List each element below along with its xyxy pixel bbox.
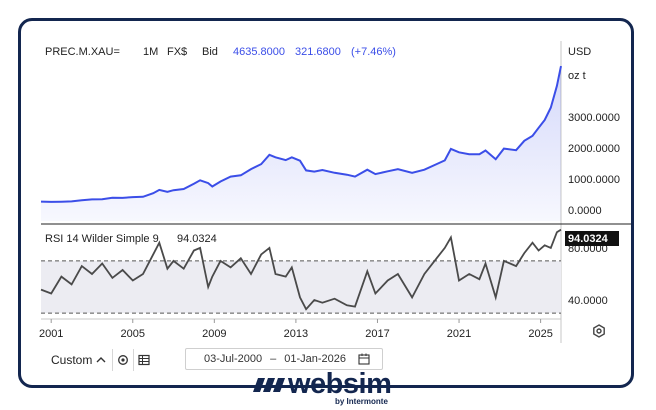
chart-svg[interactable]: PREC.M.XAU= 1M FX$ Bid 4635.8000 321.680… xyxy=(21,21,631,385)
x-tick-label: 2021 xyxy=(447,328,471,340)
rsi-pane xyxy=(40,228,562,314)
x-tick-label: 2001 xyxy=(39,328,63,340)
interval-label: 1M xyxy=(143,46,158,58)
price-tick-label: 3000.0000 xyxy=(568,112,620,124)
change-pct-label: (+7.46%) xyxy=(351,46,396,58)
table-icon xyxy=(138,354,150,366)
start-date[interactable]: 03-Jul-2000 xyxy=(204,353,263,365)
price-pane xyxy=(40,65,562,221)
currency-label: USD xyxy=(568,46,591,58)
custom-range-button[interactable]: Custom xyxy=(45,349,112,371)
price-y-ticks: 0.0000 1000.0000 2000.0000 3000.0000 xyxy=(568,112,620,217)
date-separator: – xyxy=(270,353,277,365)
chart-settings-button[interactable] xyxy=(112,349,133,371)
price-tick-label: 2000.0000 xyxy=(568,143,620,155)
date-range-picker[interactable]: 03-Jul-2000 – 01-Jan-2026 xyxy=(185,348,383,370)
price-line xyxy=(40,65,562,203)
calendar-icon[interactable] xyxy=(358,353,370,365)
rsi-last-badge-bg xyxy=(565,231,619,246)
chevron-up-icon xyxy=(96,357,106,363)
table-view-button[interactable] xyxy=(133,349,154,371)
quote-type-label: Bid xyxy=(202,46,218,58)
rsi-title: RSI 14 Wilder Simple 9 xyxy=(45,233,159,245)
chart-widget: PREC.M.XAU= 1M FX$ Bid 4635.8000 321.680… xyxy=(18,18,634,388)
unit-label: oz t xyxy=(568,70,586,82)
rsi-last-badge-text: 94.0324 xyxy=(568,233,609,245)
brand-name: websim xyxy=(288,368,392,400)
x-tick-label: 2013 xyxy=(284,328,308,340)
end-date[interactable]: 01-Jan-2026 xyxy=(284,353,346,365)
gear-icon xyxy=(118,355,129,365)
brand-tagline: by Intermonte xyxy=(335,397,388,406)
price-tick-label: 1000.0000 xyxy=(568,174,620,186)
change-label: 321.6800 xyxy=(295,46,341,58)
custom-range-label: Custom xyxy=(51,353,93,367)
settings-icon[interactable] xyxy=(593,324,605,338)
source-label: FX$ xyxy=(167,46,187,58)
price-area-fill xyxy=(41,66,561,221)
rsi-value-label: 94.0324 xyxy=(177,233,217,245)
rsi-last-badge: 94.0324 xyxy=(565,231,619,246)
x-tick-label: 2017 xyxy=(365,328,389,340)
x-axis-ticks: 2001 2005 2009 2013 2017 2021 2025 xyxy=(39,319,553,340)
x-tick-label: 2025 xyxy=(528,328,552,340)
rsi-neutral-band xyxy=(41,260,561,314)
last-price-label: 4635.8000 xyxy=(233,46,285,58)
rsi-line xyxy=(40,228,562,311)
x-tick-label: 2009 xyxy=(202,328,226,340)
symbol-label: PREC.M.XAU= xyxy=(45,46,120,58)
websim-logo-mark xyxy=(253,378,285,392)
chart-toolbar: Custom xyxy=(45,347,169,373)
price-tick-label: 0.0000 xyxy=(568,205,602,217)
rsi-tick-label: 40.0000 xyxy=(568,295,608,307)
x-tick-label: 2005 xyxy=(121,328,145,340)
